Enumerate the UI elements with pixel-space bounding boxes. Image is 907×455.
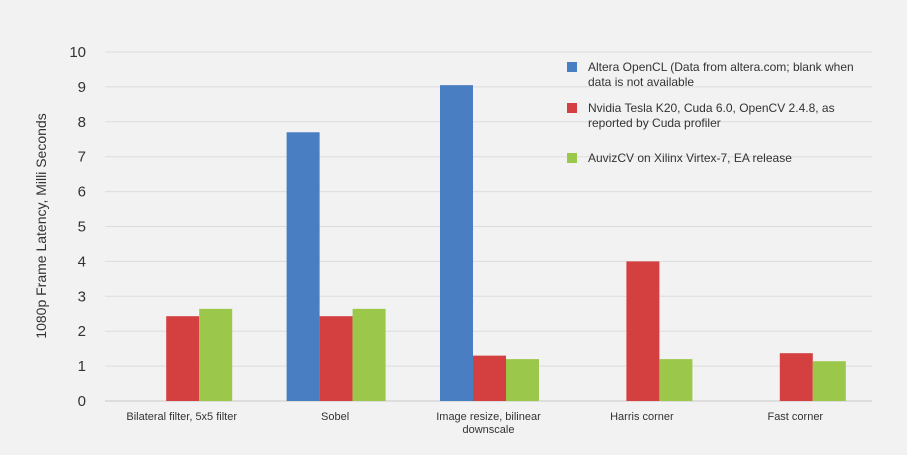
x-category-label: Bilateral filter, 5x5 filter xyxy=(126,411,237,423)
y-tick-label: 7 xyxy=(78,149,86,166)
bars xyxy=(166,85,846,401)
y-tick-label: 4 xyxy=(78,253,86,270)
y-tick-label: 2 xyxy=(78,323,86,340)
x-category-label: Image resize, bilinear xyxy=(436,411,541,423)
x-category-label: Sobel xyxy=(321,411,349,423)
bar xyxy=(506,359,539,401)
legend-label: Altera OpenCL (Data from altera.com; bla… xyxy=(588,60,854,74)
bar xyxy=(199,308,233,401)
y-tick-label: 0 xyxy=(78,393,86,410)
y-tick-label: 10 xyxy=(69,44,86,61)
legend-label: reported by Cuda profiler xyxy=(588,116,721,130)
gridlines xyxy=(105,51,872,402)
bar xyxy=(166,316,200,401)
bar xyxy=(319,316,353,401)
x-category-label: downscale xyxy=(463,424,515,436)
y-tick-label: 8 xyxy=(78,114,86,131)
y-tick-label: 1 xyxy=(78,358,86,375)
legend-label: Nvidia Tesla K20, Cuda 6.0, OpenCV 2.4.8… xyxy=(588,101,835,115)
y-axis-label: 1080p Frame Latency, Milli Seconds xyxy=(33,113,49,338)
bar xyxy=(286,132,320,401)
y-tick-label: 5 xyxy=(78,219,86,236)
bar xyxy=(352,308,386,401)
bar xyxy=(659,359,693,401)
x-category-label: Harris corner xyxy=(610,411,674,423)
y-tick-label: 6 xyxy=(78,184,86,201)
x-category-label: Fast corner xyxy=(767,411,823,423)
legend-swatch xyxy=(567,62,577,72)
bar xyxy=(812,361,846,401)
y-tick-labels: 0 1 2 3 4 5 6 7 8 9 10 xyxy=(69,44,86,410)
bar xyxy=(779,353,813,401)
legend-swatch xyxy=(567,103,577,113)
bar xyxy=(473,355,506,401)
legend-label: data is not available xyxy=(588,75,694,89)
legend-swatch xyxy=(567,153,577,163)
legend-label: AuvizCV on Xilinx Virtex-7, EA release xyxy=(588,151,792,165)
bar xyxy=(626,261,660,401)
x-category-labels: Bilateral filter, 5x5 filter Sobel Image r… xyxy=(126,411,823,436)
y-tick-label: 9 xyxy=(78,79,86,96)
bar xyxy=(440,85,473,401)
legend: Altera OpenCL (Data from altera.com; bla… xyxy=(567,60,854,165)
y-tick-label: 3 xyxy=(78,288,86,305)
